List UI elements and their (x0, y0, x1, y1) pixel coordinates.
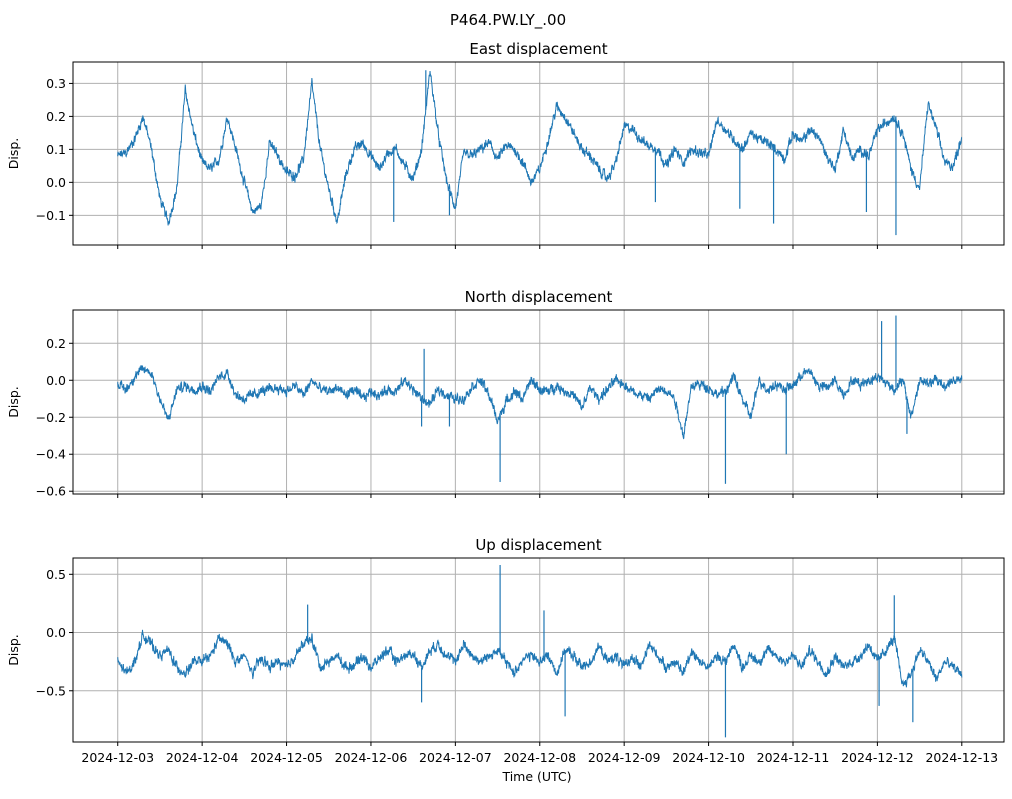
panel-title: North displacement (465, 288, 613, 306)
x-tick-label: 2024-12-04 (166, 750, 239, 765)
x-tick-label: 2024-12-10 (672, 750, 745, 765)
axes-frame (72, 557, 1005, 743)
panel-3: Up displacement Disp. −0.5 0.0 0.5 2024-12-03… (6, 536, 1005, 765)
x-tick-label: 2024-12-05 (250, 750, 323, 765)
y-tick-label: 0.0 (46, 625, 66, 640)
y-axis-label: Disp. (6, 386, 21, 418)
x-tick-label: 2024-12-11 (757, 750, 830, 765)
y-tick-label: 0.0 (46, 373, 66, 388)
x-tick-label: 2024-12-12 (841, 750, 914, 765)
y-tick-label: −0.6 (36, 484, 66, 499)
series-line (117, 71, 963, 226)
x-tick-label: 2024-12-03 (81, 750, 154, 765)
panel-title: Up displacement (475, 536, 601, 554)
x-axis-label: Time (UTC) (501, 769, 571, 784)
y-tick-label: 0.2 (46, 336, 66, 351)
axes-frame (72, 309, 1005, 495)
y-tick-label: −0.5 (36, 683, 66, 698)
y-tick-label: 0.5 (46, 567, 66, 582)
y-tick-label: −0.4 (36, 447, 66, 462)
x-tick-label: 2024-12-07 (419, 750, 492, 765)
panel-2: North displacement Disp. −0.6 −0.4 −0.2 0.0 0.… (6, 288, 1005, 499)
y-axis-label: Disp. (6, 634, 21, 666)
y-tick-label: 0.3 (46, 76, 66, 91)
y-tick-label: −0.2 (36, 410, 66, 425)
y-tick-label: 0.0 (46, 175, 66, 190)
x-tick-label: 2024-12-09 (588, 750, 661, 765)
y-tick-label: 0.2 (46, 109, 66, 124)
figure-title: P464.PW.LY_.00 (450, 11, 566, 30)
y-tick-label: −0.1 (36, 208, 66, 223)
y-axis-label: Disp. (6, 138, 21, 170)
x-tick-label: 2024-12-08 (503, 750, 576, 765)
y-tick-label: 0.1 (46, 142, 66, 157)
series-line (117, 365, 963, 440)
axes-frame (72, 61, 1005, 246)
series-line (117, 629, 963, 688)
x-tick-label: 2024-12-06 (335, 750, 408, 765)
panel-title: East displacement (469, 40, 607, 58)
panel-1: East displacement Disp. −0.1 0.0 0.1 0.2 0.3 (6, 40, 1005, 249)
x-tick-label: 2024-12-13 (925, 750, 998, 765)
